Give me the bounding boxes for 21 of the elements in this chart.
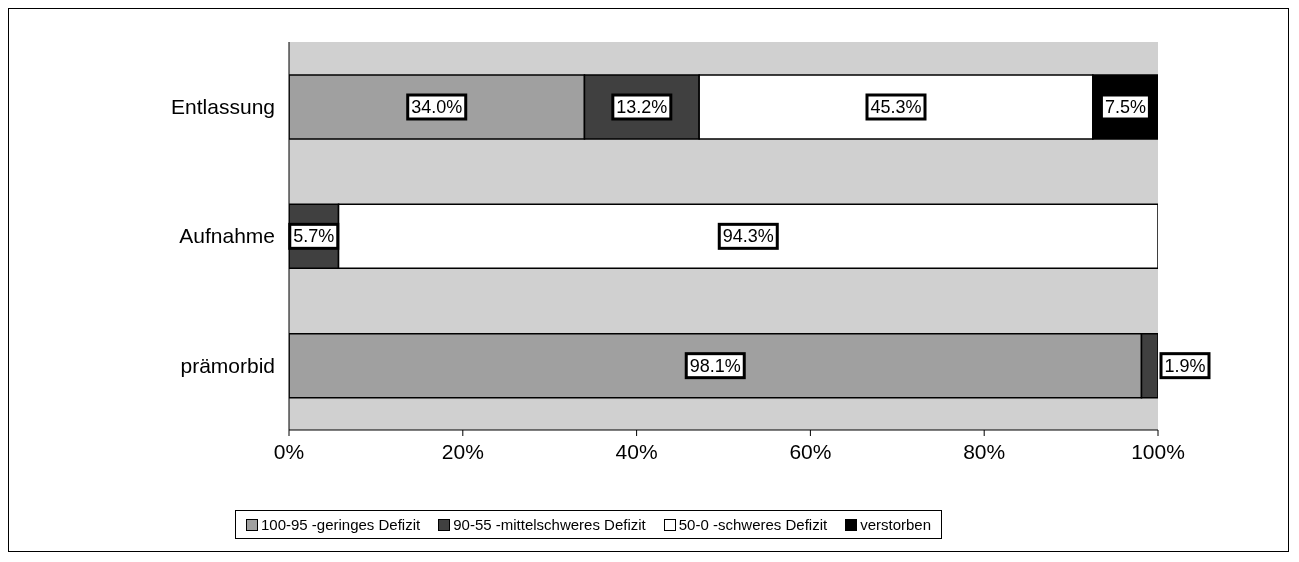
y-tick-label: prämorbid bbox=[180, 353, 275, 377]
y-tick-label: Aufnahme bbox=[179, 224, 275, 248]
data-label: 7.5% bbox=[1104, 97, 1146, 117]
x-tick-label: 100% bbox=[1131, 439, 1185, 463]
y-tick-label: Entlassung bbox=[171, 95, 275, 119]
data-label: 1.9% bbox=[1164, 355, 1206, 376]
x-tick-label: 0% bbox=[273, 439, 305, 463]
data-label: 5.7% bbox=[293, 226, 335, 247]
data-label: 13.2% bbox=[616, 97, 668, 117]
x-tick-label: 20% bbox=[441, 439, 484, 463]
legend-label: verstorben bbox=[859, 516, 932, 533]
data-label: 94.3% bbox=[722, 226, 774, 247]
x-tick-label: 40% bbox=[615, 439, 658, 463]
x-tick-label: 80% bbox=[963, 439, 1006, 463]
data-label: 98.1% bbox=[689, 355, 741, 376]
legend-label: 50-0 -schweres Defizit bbox=[677, 516, 828, 533]
legend-label: 90-55 -mittelschweres Defizit bbox=[452, 516, 646, 533]
data-label: 34.0% bbox=[411, 97, 463, 117]
data-label: 45.3% bbox=[870, 97, 922, 117]
x-tick-label: 60% bbox=[789, 439, 832, 463]
legend-label: 100-95 -geringes Defizit bbox=[259, 516, 421, 533]
